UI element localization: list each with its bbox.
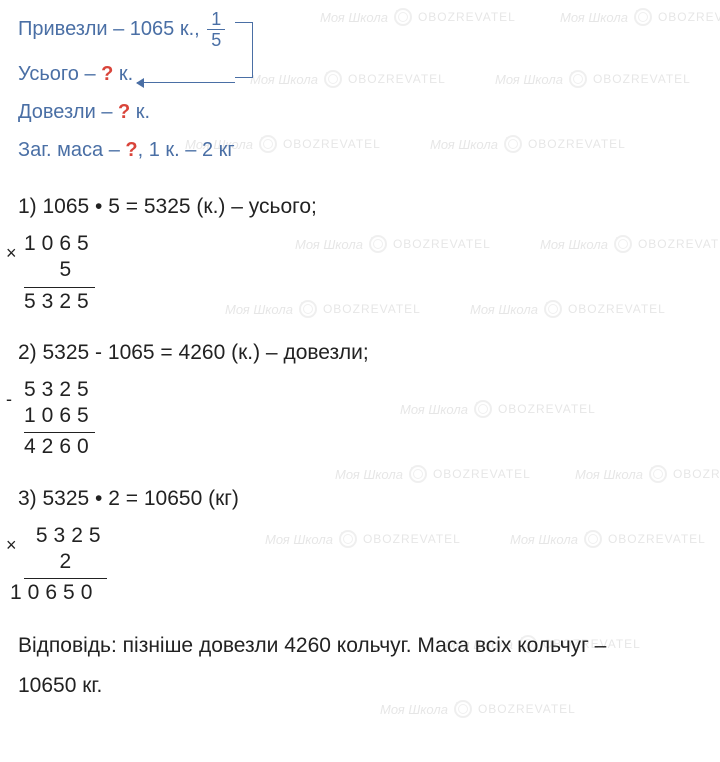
grouping-bracket bbox=[235, 22, 253, 78]
math-operator-3: × bbox=[6, 535, 17, 556]
vertical-math-2: -532510654260 bbox=[24, 377, 95, 461]
steps-container: 1) 1065 • 5 = 5325 (к.) – усього;×1065 5… bbox=[18, 195, 702, 606]
given-3-q: ? bbox=[118, 101, 130, 123]
math-row2-1: 5 bbox=[24, 257, 95, 283]
vertical-math-3: × 5325 210650 bbox=[24, 523, 107, 607]
content-root: Привезли – 1065 к., 15 Усього – ? к. Дов… bbox=[18, 10, 702, 706]
given-2-label: Усього – bbox=[18, 63, 101, 85]
given-2-unit: к. bbox=[113, 63, 133, 85]
math-row1-3: 5325 bbox=[24, 523, 107, 549]
given-line-3: Довезли – ? к. bbox=[18, 93, 702, 131]
given-4-label: Заг. маса – bbox=[18, 139, 125, 161]
math-row1-2: 5325 bbox=[24, 377, 95, 403]
answer-line-1: Відповідь: пізніше довезли 4260 кольчуг.… bbox=[18, 626, 702, 666]
math-operator-1: × bbox=[6, 243, 17, 264]
answer-line-2: 10650 кг. bbox=[18, 666, 702, 706]
math-result-1: 5325 bbox=[24, 289, 95, 315]
given-line-2: Усього – ? к. bbox=[18, 55, 227, 93]
arrow-left-icon bbox=[137, 82, 235, 84]
math-rule-3 bbox=[24, 578, 107, 579]
fraction-num: 1 bbox=[207, 10, 225, 30]
given-2-q: ? bbox=[101, 63, 113, 85]
answer-block: Відповідь: пізніше довезли 4260 кольчуг.… bbox=[18, 626, 702, 706]
math-rule-2 bbox=[24, 432, 95, 433]
given-4-rest: , 1 к. – 2 кг bbox=[138, 139, 235, 161]
given-line-4: Заг. маса – ?, 1 к. – 2 кг bbox=[18, 131, 702, 169]
given-1-label: Привезли – bbox=[18, 18, 130, 40]
fraction-den: 5 bbox=[211, 30, 221, 49]
step-text-1: 1) 1065 • 5 = 5325 (к.) – усього; bbox=[18, 195, 702, 219]
step-text-2: 2) 5325 - 1065 = 4260 (к.) – довезли; bbox=[18, 341, 702, 365]
vertical-math-1: ×1065 55325 bbox=[24, 231, 95, 315]
given-block: Привезли – 1065 к., 15 Усього – ? к. Дов… bbox=[18, 10, 702, 169]
math-row2-2: 1065 bbox=[24, 403, 95, 429]
math-result-2: 4260 bbox=[24, 434, 95, 460]
fraction-one-fifth: 15 bbox=[207, 10, 225, 49]
given-3-label: Довезли – bbox=[18, 101, 118, 123]
given-1-value: 1065 к., bbox=[130, 18, 205, 40]
step-text-3: 3) 5325 • 2 = 10650 (кг) bbox=[18, 487, 702, 511]
given-line-1: Привезли – 1065 к., 15 bbox=[18, 10, 227, 49]
math-row2-3: 2 bbox=[24, 549, 107, 575]
given-4-q: ? bbox=[125, 139, 137, 161]
given-3-unit: к. bbox=[130, 101, 150, 123]
math-result-3: 10650 bbox=[10, 580, 107, 606]
math-rule-1 bbox=[24, 287, 95, 288]
math-row1-1: 1065 bbox=[24, 231, 95, 257]
math-operator-2: - bbox=[6, 389, 12, 410]
